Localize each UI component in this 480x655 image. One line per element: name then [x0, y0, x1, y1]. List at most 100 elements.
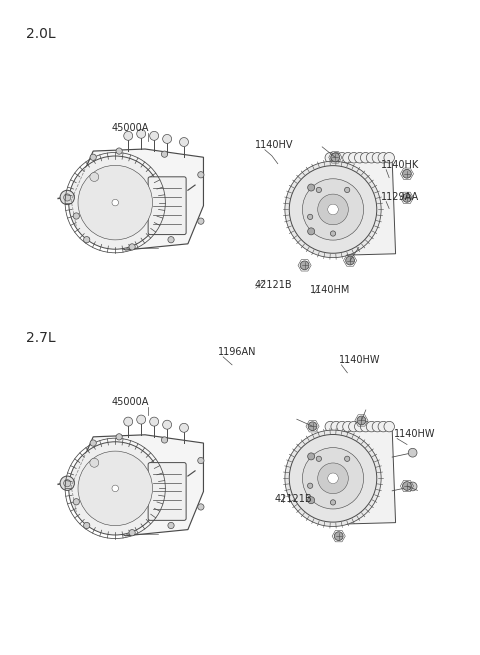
Circle shape — [357, 416, 366, 425]
Circle shape — [348, 153, 359, 163]
Circle shape — [308, 496, 315, 504]
Circle shape — [116, 148, 122, 154]
Circle shape — [84, 522, 90, 529]
FancyBboxPatch shape — [148, 462, 186, 520]
Circle shape — [345, 187, 350, 193]
Circle shape — [289, 434, 377, 522]
Polygon shape — [324, 428, 396, 525]
Circle shape — [198, 172, 204, 178]
Circle shape — [408, 482, 417, 491]
Circle shape — [90, 440, 96, 446]
Circle shape — [60, 476, 74, 491]
Circle shape — [343, 421, 353, 432]
Circle shape — [137, 415, 145, 424]
Circle shape — [343, 153, 353, 163]
Circle shape — [90, 458, 99, 467]
Circle shape — [328, 204, 338, 215]
Circle shape — [198, 218, 204, 224]
Circle shape — [124, 132, 132, 140]
Circle shape — [331, 421, 341, 432]
Circle shape — [90, 154, 96, 160]
Circle shape — [161, 151, 168, 157]
Text: 1140HK: 1140HK — [381, 160, 420, 170]
Circle shape — [87, 175, 143, 231]
Text: 1140HW: 1140HW — [339, 355, 381, 365]
Circle shape — [360, 153, 371, 163]
Circle shape — [360, 421, 371, 432]
Circle shape — [90, 172, 99, 181]
Circle shape — [330, 231, 336, 236]
Circle shape — [331, 153, 340, 162]
Circle shape — [180, 138, 189, 147]
Circle shape — [64, 194, 71, 201]
Circle shape — [331, 153, 341, 163]
Circle shape — [308, 483, 313, 489]
Circle shape — [308, 453, 315, 460]
Circle shape — [325, 421, 336, 432]
Circle shape — [384, 421, 395, 432]
Circle shape — [328, 473, 338, 483]
Circle shape — [330, 500, 336, 505]
Text: 2.7L: 2.7L — [26, 331, 56, 345]
Circle shape — [168, 522, 174, 529]
Circle shape — [384, 153, 395, 163]
Circle shape — [335, 532, 343, 540]
Circle shape — [308, 184, 315, 191]
Circle shape — [285, 430, 381, 527]
Circle shape — [302, 447, 364, 509]
Text: 1129AA: 1129AA — [381, 191, 420, 202]
Circle shape — [129, 529, 135, 536]
Circle shape — [372, 153, 383, 163]
Polygon shape — [74, 149, 204, 250]
Circle shape — [105, 193, 125, 213]
Circle shape — [198, 457, 204, 464]
Circle shape — [308, 422, 317, 430]
Circle shape — [372, 421, 383, 432]
Text: 42121B: 42121B — [255, 280, 292, 290]
Text: 1140HW: 1140HW — [394, 428, 436, 439]
Circle shape — [96, 470, 134, 507]
Circle shape — [180, 423, 189, 432]
Circle shape — [316, 456, 322, 461]
FancyBboxPatch shape — [148, 177, 186, 234]
Polygon shape — [74, 435, 204, 536]
Circle shape — [308, 228, 315, 235]
Circle shape — [355, 153, 365, 163]
Circle shape — [355, 421, 365, 432]
Circle shape — [408, 448, 417, 457]
Text: 2.0L: 2.0L — [26, 28, 56, 41]
Circle shape — [285, 161, 381, 257]
Circle shape — [378, 153, 389, 163]
Circle shape — [345, 456, 350, 461]
Circle shape — [87, 460, 143, 516]
Circle shape — [318, 194, 348, 225]
Circle shape — [403, 481, 411, 491]
Circle shape — [73, 213, 80, 219]
Circle shape — [105, 478, 125, 498]
Circle shape — [163, 421, 172, 429]
Circle shape — [150, 417, 158, 426]
Circle shape — [325, 153, 336, 163]
Circle shape — [318, 463, 348, 494]
Circle shape — [366, 421, 377, 432]
Circle shape — [163, 134, 172, 143]
Text: 45000A: 45000A — [112, 123, 149, 133]
Circle shape — [84, 236, 90, 243]
Text: 45000A: 45000A — [112, 397, 149, 407]
Circle shape — [378, 421, 389, 432]
Circle shape — [302, 179, 364, 240]
Circle shape — [112, 199, 119, 206]
Circle shape — [69, 156, 162, 249]
Circle shape — [64, 479, 71, 487]
Circle shape — [403, 170, 411, 178]
Circle shape — [366, 153, 377, 163]
Polygon shape — [324, 159, 396, 255]
Circle shape — [348, 421, 359, 432]
Circle shape — [129, 244, 135, 250]
Text: 42121B: 42121B — [275, 495, 312, 504]
Circle shape — [78, 451, 153, 526]
Circle shape — [124, 417, 132, 426]
Circle shape — [150, 132, 158, 140]
Circle shape — [110, 198, 120, 207]
Circle shape — [198, 504, 204, 510]
